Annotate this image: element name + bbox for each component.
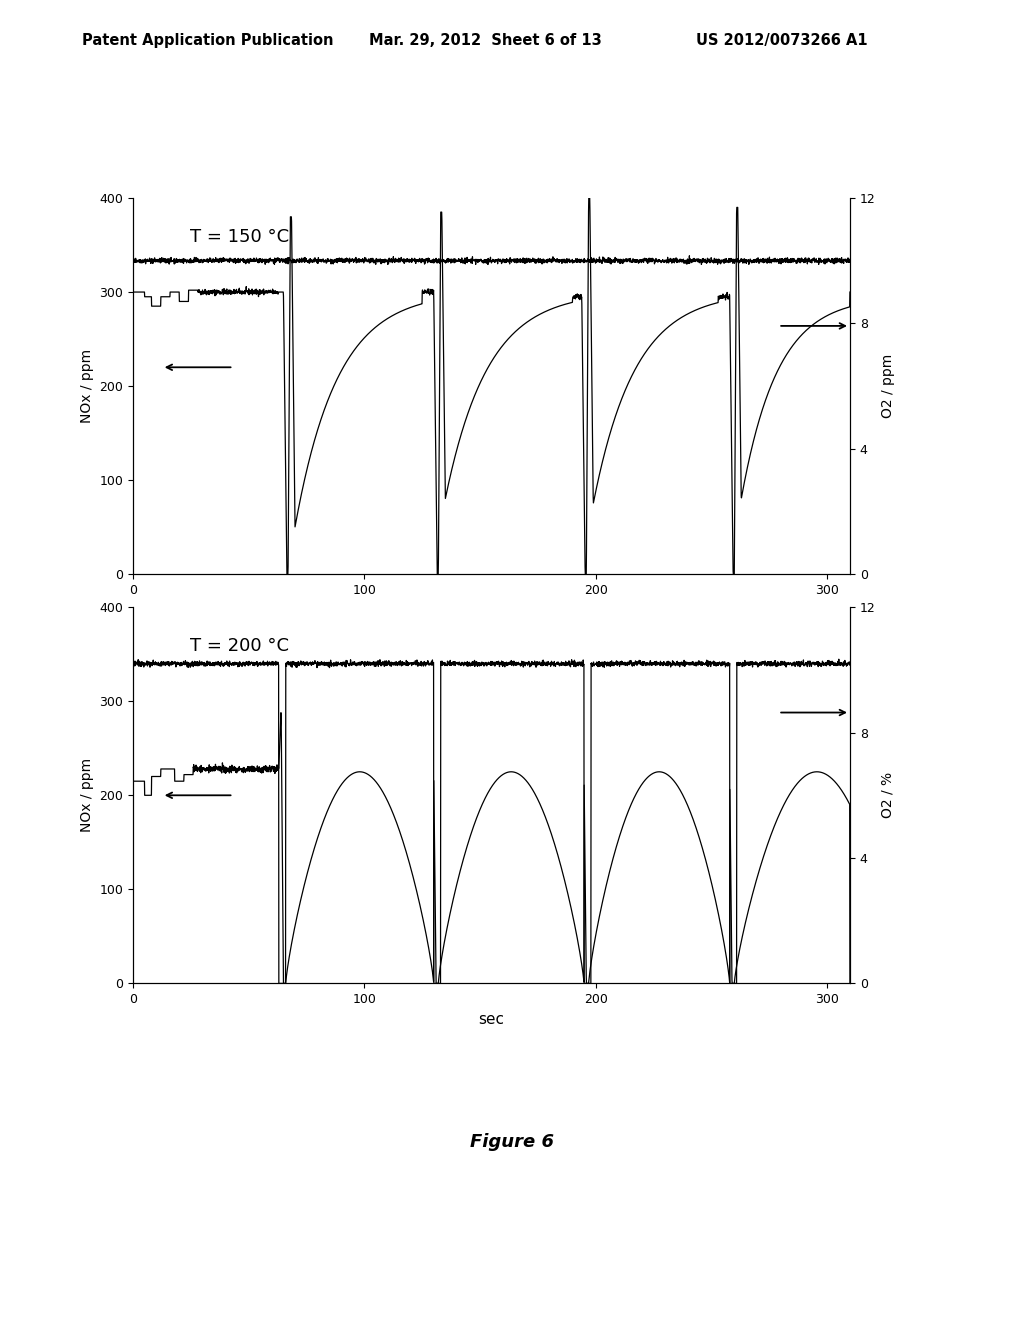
Text: Figure 6: Figure 6 xyxy=(470,1133,554,1151)
Y-axis label: O2 / ppm: O2 / ppm xyxy=(881,354,895,418)
Text: T = 150 °C: T = 150 °C xyxy=(190,228,290,246)
Y-axis label: O2 / %: O2 / % xyxy=(881,772,895,818)
Text: Patent Application Publication: Patent Application Publication xyxy=(82,33,334,48)
Text: Mar. 29, 2012  Sheet 6 of 13: Mar. 29, 2012 Sheet 6 of 13 xyxy=(369,33,601,48)
X-axis label: sec: sec xyxy=(478,1011,505,1027)
Y-axis label: NOx / ppm: NOx / ppm xyxy=(80,348,94,424)
Text: US 2012/0073266 A1: US 2012/0073266 A1 xyxy=(696,33,868,48)
Y-axis label: NOx / ppm: NOx / ppm xyxy=(80,758,94,833)
Text: T = 200 °C: T = 200 °C xyxy=(190,638,290,655)
